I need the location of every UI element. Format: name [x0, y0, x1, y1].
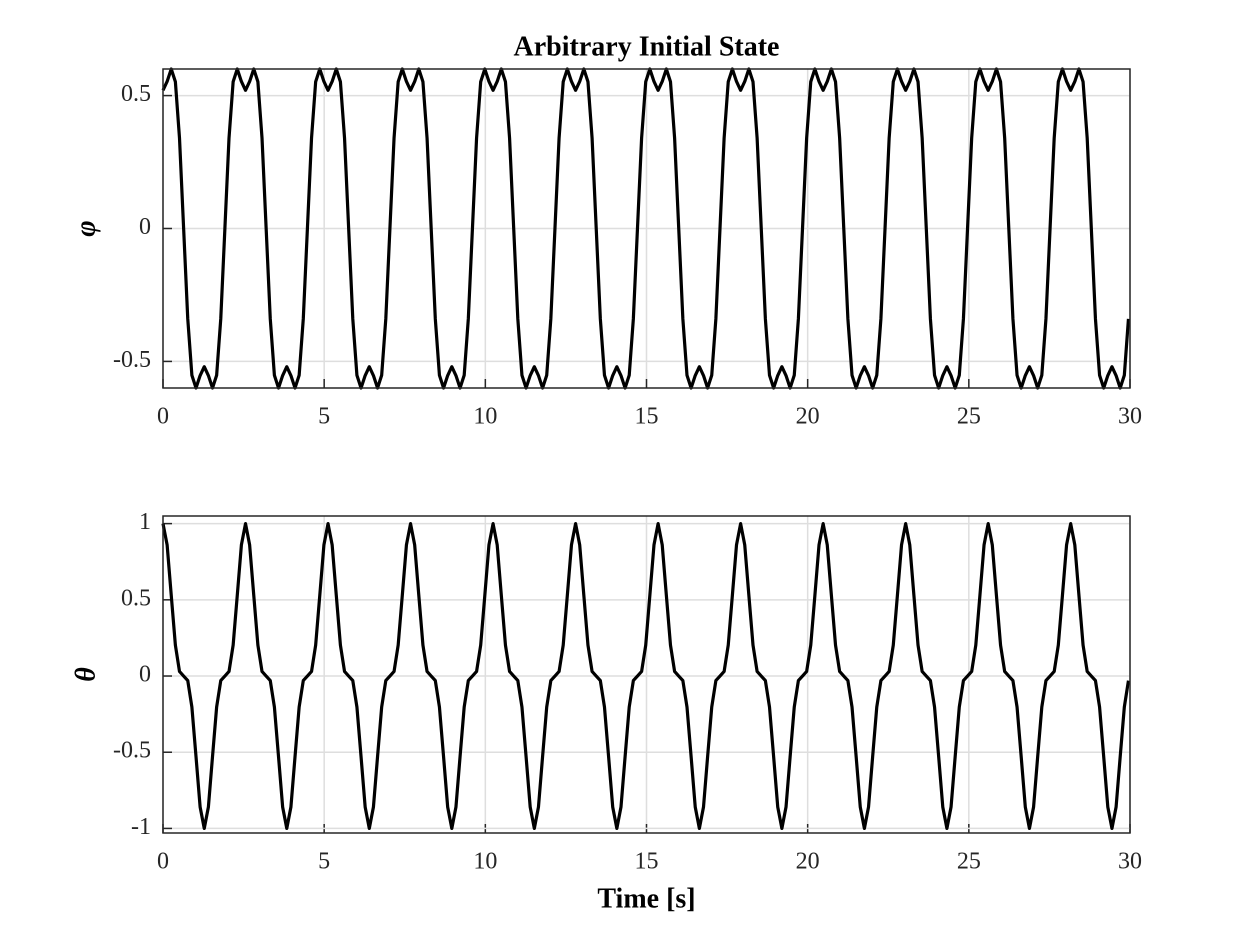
y-tick-label: 0: [139, 214, 151, 240]
x-tick-label: 30: [1118, 404, 1142, 430]
chart-title: Arbitrary Initial State: [514, 31, 780, 62]
x-tick-label: 15: [635, 404, 659, 430]
x-tick-label: 25: [957, 849, 981, 875]
data-line: [161, 522, 1131, 831]
y-tick-label: 0.5: [121, 585, 151, 611]
x-tick-label: 5: [318, 849, 330, 875]
y-tick-label: 1: [139, 509, 151, 535]
x-tick-label: 20: [796, 404, 820, 430]
x-tick-label: 20: [796, 849, 820, 875]
x-tick-label: 5: [318, 404, 330, 430]
axes-box: [162, 515, 1131, 834]
subplot: 0 5 10 15 20 25 30 -1 -0.5 0 0.5 1 θ Time [s]: [70, 509, 1142, 914]
y-axis-label: θ: [70, 667, 101, 682]
x-tick-label: 30: [1118, 849, 1142, 875]
y-tick-label: -1: [131, 814, 151, 840]
y-tick-label: -0.5: [113, 347, 151, 373]
y-tick-label: 0.5: [121, 81, 151, 107]
x-tick-label: 0: [157, 404, 169, 430]
x-axis-label: Time [s]: [597, 883, 695, 914]
x-tick-label: 10: [473, 404, 497, 430]
y-tick-label: -0.5: [113, 738, 151, 764]
data-line: [161, 67, 1131, 390]
x-tick-label: 25: [957, 404, 981, 430]
x-tick-label: 15: [635, 849, 659, 875]
subplot: 0 5 10 15 20 25 30 -0.5 0 0.5 Arbitrary Initial St…: [70, 31, 1142, 429]
x-tick-label: 10: [473, 849, 497, 875]
y-axis-label: φ: [70, 220, 101, 236]
x-tick-label: 0: [157, 849, 169, 875]
y-tick-label: 0: [139, 662, 151, 688]
axes-box: [162, 68, 1131, 389]
